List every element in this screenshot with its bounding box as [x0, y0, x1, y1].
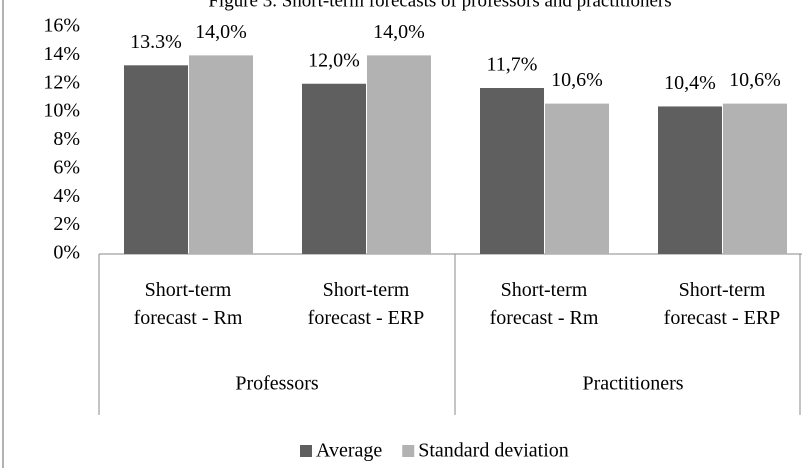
bar [189, 55, 253, 254]
bar [658, 106, 722, 254]
value-label: 10,6% [729, 69, 781, 91]
value-label: 14,0% [373, 21, 425, 43]
x-tick-label: Short-term forecast - ERP [663, 279, 781, 329]
bar [723, 103, 787, 254]
x-tick-label: Short-term forecast - Rm [489, 279, 599, 329]
group-label: Professors [235, 373, 319, 395]
y-tick-label: 14% [43, 43, 80, 65]
legend-label: Average [316, 440, 382, 462]
legend-swatch [402, 445, 415, 457]
value-label: 13.3% [130, 31, 182, 53]
group-label: Practitioners [582, 373, 683, 395]
bar [545, 103, 609, 254]
y-tick-label: 0% [53, 242, 80, 264]
value-label: 14,0% [195, 21, 247, 43]
y-tick-label: 6% [53, 156, 80, 178]
value-label: 12,0% [308, 49, 360, 71]
value-label: 10,6% [551, 69, 603, 91]
bar [302, 83, 366, 254]
legend-swatch [300, 445, 312, 457]
y-tick-label: 8% [53, 128, 80, 150]
y-tick-label: 12% [43, 71, 80, 93]
value-label: 10,4% [664, 72, 716, 94]
y-tick-label: 16% [43, 15, 80, 37]
y-tick-label: 10% [43, 100, 80, 122]
x-tick-label: Short-term forecast - ERP [307, 279, 425, 329]
chart-title: Figure 3. Short-term forecasts of profes… [208, 0, 671, 11]
x-tick-label: Short-term forecast - Rm [133, 279, 243, 329]
bar [367, 55, 431, 254]
bar [124, 65, 188, 255]
bar [480, 88, 544, 254]
y-tick-label: 4% [53, 185, 80, 207]
y-tick-label: 2% [53, 213, 80, 235]
value-label: 11,7% [487, 54, 538, 76]
legend-label: Standard deviation [418, 440, 569, 462]
